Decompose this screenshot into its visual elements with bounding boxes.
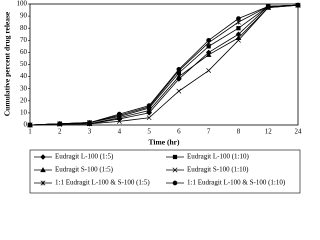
marker bbox=[57, 121, 63, 127]
y-tick-label: 50 bbox=[20, 60, 28, 68]
y-tick-label: 80 bbox=[20, 24, 28, 32]
legend-label: 1:1 Eudragit L-100 & S-100 (1:5) bbox=[55, 179, 150, 187]
marker bbox=[172, 167, 178, 173]
legend-label: Eudragit L-100 (1:5) bbox=[55, 153, 114, 161]
y-tick-label: 90 bbox=[20, 12, 28, 20]
legend-label: Eudragit S-100 (1:5) bbox=[55, 166, 114, 174]
x-tick-label: 6 bbox=[177, 128, 181, 136]
x-tick-label: 24 bbox=[295, 128, 303, 136]
y-axis-title: Cumulative percent drug release bbox=[3, 11, 12, 116]
series-line bbox=[29, 4, 299, 126]
y-tick-label: 20 bbox=[20, 96, 28, 104]
y-tick-label: 40 bbox=[20, 72, 28, 80]
marker bbox=[176, 73, 182, 79]
x-tick-label: 12 bbox=[265, 128, 273, 136]
marker bbox=[40, 154, 46, 160]
marker bbox=[176, 88, 182, 94]
marker bbox=[40, 167, 46, 173]
x-axis-title: Time (hr) bbox=[149, 138, 180, 147]
marker bbox=[117, 111, 122, 117]
series-line bbox=[29, 4, 299, 126]
y-tick-label: 30 bbox=[20, 84, 28, 92]
marker bbox=[87, 120, 92, 125]
marker bbox=[27, 122, 33, 128]
marker bbox=[295, 2, 301, 8]
legend-label: Eudragit L-100 (1:10) bbox=[187, 153, 249, 161]
x-tick-label: 8 bbox=[237, 128, 241, 136]
y-tick-label: 100 bbox=[17, 0, 28, 8]
legend-box bbox=[29, 149, 301, 194]
marker bbox=[206, 44, 211, 49]
x-tick-label: 3 bbox=[88, 128, 92, 136]
marker bbox=[172, 154, 178, 160]
marker bbox=[206, 37, 211, 43]
y-tick-label: 70 bbox=[20, 36, 28, 44]
marker bbox=[206, 68, 212, 73]
x-tick-label: 5 bbox=[147, 128, 151, 136]
marker bbox=[116, 114, 123, 120]
marker bbox=[205, 51, 212, 57]
chart: Cumulative percent drug release Time (hr… bbox=[3, 0, 303, 194]
marker bbox=[176, 67, 182, 72]
x-tick-label: 4 bbox=[118, 128, 122, 136]
marker bbox=[236, 16, 241, 21]
marker bbox=[146, 103, 152, 108]
x-tick-label: 2 bbox=[58, 128, 62, 136]
series-line bbox=[29, 4, 299, 126]
marker bbox=[146, 107, 152, 113]
x-tick-label: 7 bbox=[207, 128, 211, 136]
marker bbox=[116, 118, 122, 124]
marker bbox=[146, 115, 152, 121]
legend-label: 1:1 Eudragit L-100 & S-100 (1:10) bbox=[187, 179, 286, 187]
plot-frame bbox=[29, 3, 299, 126]
y-tick-label: 10 bbox=[20, 109, 28, 117]
series-line bbox=[29, 4, 299, 126]
marker bbox=[40, 180, 46, 186]
x-tick-label: 1 bbox=[28, 128, 32, 136]
y-tick-label: 0 bbox=[24, 121, 28, 129]
legend-label: Eudragit S-100 (1:10) bbox=[187, 166, 249, 174]
marker bbox=[172, 180, 178, 186]
marker bbox=[236, 26, 241, 31]
series-line bbox=[29, 4, 299, 126]
series-line bbox=[29, 4, 299, 126]
marker bbox=[265, 4, 271, 9]
y-tick-label: 60 bbox=[20, 48, 28, 56]
marker bbox=[235, 37, 241, 43]
